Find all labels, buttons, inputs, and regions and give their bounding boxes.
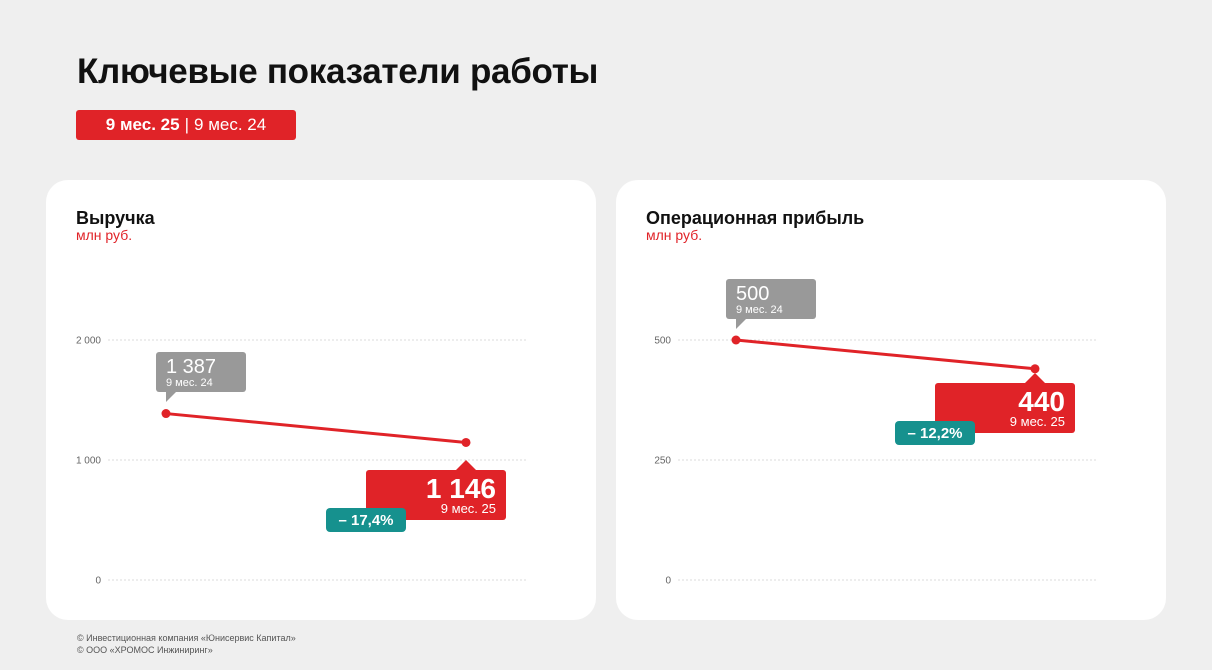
revenue-previous-period-label: 9 мес. 24	[166, 377, 213, 389]
revenue-chart-unit: млн руб.	[76, 227, 133, 243]
operating-profit-previous-value-label: 500	[736, 283, 769, 305]
operating-profit-current-period-label: 9 мес. 25	[1010, 414, 1065, 429]
revenue-series-line	[165, 412, 467, 444]
operating-profit-change-badge	[895, 421, 975, 445]
operating-profit-series-line	[735, 338, 1036, 371]
revenue-data-point-previous	[161, 409, 171, 419]
operating-profit-previous-period-label: 9 мес. 24	[736, 304, 783, 316]
revenue-y-tick-label: 1 000	[76, 456, 101, 467]
period-current: 9 мес. 25	[105, 115, 180, 134]
page-title: Ключевые показатели работы	[77, 52, 599, 91]
operating-profit-data-point-current	[1030, 364, 1040, 374]
revenue-change-badge	[326, 508, 406, 532]
operating-profit-chart-title: Операционная прибыль	[646, 208, 865, 228]
revenue-previous-callout-tail	[166, 392, 176, 402]
operating-profit-y-tick-label: 250	[654, 456, 671, 467]
revenue-y-tick-label: 0	[95, 576, 101, 587]
operating-profit-change-label: – 12,2%	[907, 425, 962, 442]
revenue-previous-value-label: 1 387	[166, 356, 216, 378]
operating-profit-card: Операционная прибыль млн руб. 0 250 500 500…	[616, 180, 1166, 620]
revenue-previous-callout	[156, 352, 246, 392]
operating-profit-y-tick-label: 500	[654, 336, 671, 347]
revenue-current-period-label: 9 мес. 25	[441, 501, 496, 516]
footer-copyright-1: © Инвестиционная компания «Юнисервис Кап…	[77, 633, 296, 643]
revenue-current-callout-tail	[456, 460, 476, 470]
revenue-current-value-label: 1 146	[426, 473, 496, 504]
operating-profit-current-value-label: 440	[1018, 386, 1065, 417]
footer-copyright-2: © ООО «ХРОМОС Инжиниринг»	[77, 645, 213, 655]
period-previous: 9 мес. 24	[194, 115, 267, 134]
period-badge: 9 мес. 25 | 9 мес. 24	[76, 110, 296, 140]
revenue-y-tick-label: 2 000	[76, 336, 101, 347]
operating-profit-data-point-previous	[731, 335, 741, 345]
operating-profit-current-callout-tail	[1025, 373, 1045, 383]
operating-profit-chart-unit: млн руб.	[646, 227, 703, 243]
operating-profit-previous-callout-tail	[736, 319, 746, 329]
operating-profit-previous-callout	[726, 279, 816, 319]
operating-profit-current-callout	[935, 383, 1075, 433]
revenue-data-point-current	[461, 437, 471, 447]
operating-profit-y-tick-label: 0	[665, 576, 671, 587]
revenue-change-label: – 17,4%	[338, 512, 393, 529]
period-separator: |	[184, 115, 190, 134]
revenue-chart-title: Выручка	[76, 208, 155, 228]
revenue-current-callout	[366, 470, 506, 520]
